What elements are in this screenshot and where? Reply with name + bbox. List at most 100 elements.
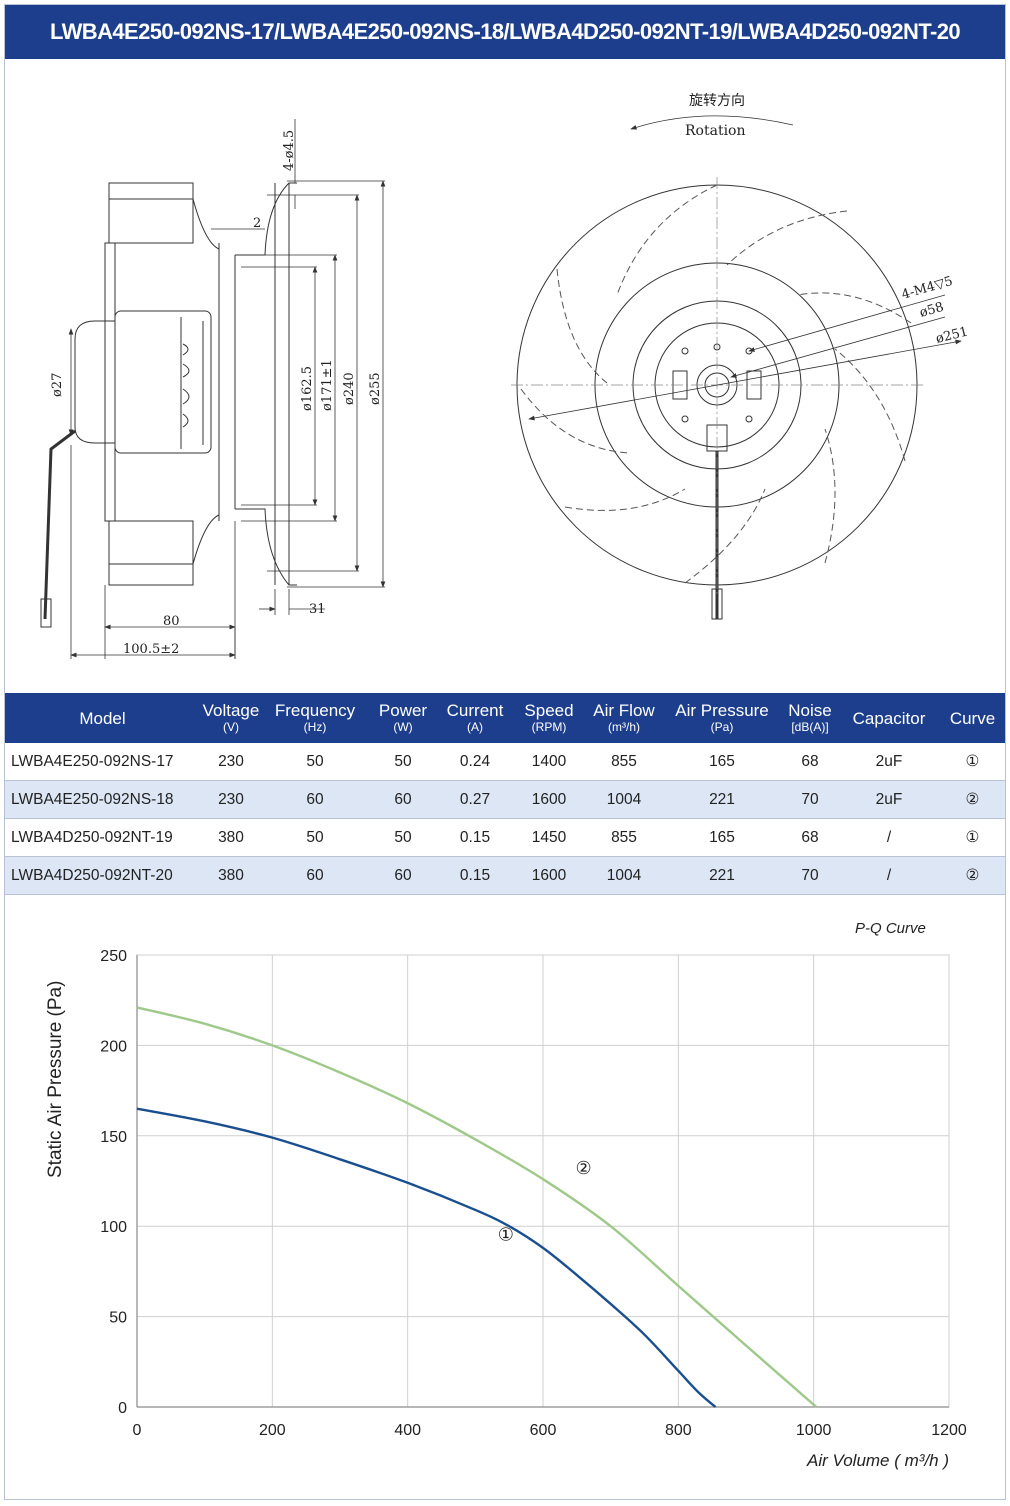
cell-air-pressure: 221 [662, 856, 782, 895]
cell-noise: 70 [782, 780, 838, 819]
x-tick-label: 1000 [796, 1422, 832, 1439]
technical-drawing: 4-ø4.5 2 ø27 ø162.5 ø171±1 ø240 ø255 31 … [5, 59, 1005, 693]
series-label-1: ① [498, 1225, 514, 1245]
cell-capacitor: / [838, 818, 940, 857]
cell-model: LWBA4E250-092NS-18 [5, 780, 200, 819]
cell-current: 0.15 [438, 818, 512, 857]
y-tick-label: 0 [118, 1400, 127, 1417]
cell-model: LWBA4D250-092NT-19 [5, 818, 200, 857]
header-power: Power (W) [368, 693, 438, 743]
chart-ylabel: Static Air Pressure (Pa) [45, 981, 66, 1178]
cell-air-pressure: 221 [662, 780, 782, 819]
header-capacitor: Capacitor [838, 693, 940, 743]
dim-d251-label: ø251 [934, 324, 969, 346]
cell-power: 50 [368, 743, 438, 781]
table-row: LWBA4D250-092NT-19 380 50 50 0.15 1450 8… [5, 818, 1005, 857]
cell-model: LWBA4E250-092NS-17 [5, 743, 200, 781]
rotation-cn-label: 旋转方向 [689, 93, 745, 109]
cell-power: 60 [368, 856, 438, 895]
cell-frequency: 50 [262, 818, 368, 857]
x-tick-label: 600 [530, 1422, 557, 1439]
dim-d171-label: ø171±1 [320, 359, 335, 411]
cell-capacitor: 2uF [838, 780, 940, 819]
header-current: Current (A) [438, 693, 512, 743]
series-label-2: ② [576, 1158, 592, 1178]
side-dimension-lines [68, 119, 386, 659]
x-tick-label: 1200 [931, 1422, 967, 1439]
table-header-row: Model Voltage (V) Frequency (Hz) Power (W) … [5, 693, 1005, 743]
cell-speed: 1450 [512, 818, 586, 857]
cell-curve: ② [940, 780, 1005, 819]
dim-d58-label: ø58 [918, 300, 946, 321]
header-air-flow: Air Flow (m³/h) [586, 693, 662, 743]
cell-voltage: 380 [200, 818, 262, 857]
front-dimension-lines [528, 115, 962, 421]
header-speed: Speed (RPM) [512, 693, 586, 743]
series-line-1 [136, 1107, 717, 1408]
cell-current: 0.24 [438, 743, 512, 781]
header-model: Model [5, 693, 200, 743]
dim-d255-label: ø255 [368, 372, 383, 405]
header-frequency: Frequency (Hz) [262, 693, 368, 743]
cell-power: 50 [368, 818, 438, 857]
cell-capacitor: / [838, 856, 940, 895]
x-tick-label: 0 [133, 1422, 142, 1439]
cell-capacitor: 2uF [838, 743, 940, 781]
dim-d27-label: ø27 [50, 373, 65, 397]
x-tick-label: 400 [394, 1422, 421, 1439]
header-noise: Noise [dB(A)] [782, 693, 838, 743]
header-curve: Curve [940, 693, 1005, 743]
cell-air-pressure: 165 [662, 743, 782, 781]
cell-frequency: 60 [262, 780, 368, 819]
spec-table: Model Voltage (V) Frequency (Hz) Power (W) … [5, 693, 1005, 895]
dim-thread-label: 4-M4▽5 [900, 274, 955, 303]
cell-voltage: 230 [200, 743, 262, 781]
page-title: LWBA4E250-092NS-17/LWBA4E250-092NS-18/LW… [5, 5, 1005, 59]
cell-curve: ① [940, 818, 1005, 857]
cell-voltage: 380 [200, 856, 262, 895]
dim-w100-label: 100.5±2 [123, 642, 179, 657]
cell-power: 60 [368, 780, 438, 819]
cell-frequency: 50 [262, 743, 368, 781]
header-voltage: Voltage (V) [200, 693, 262, 743]
cell-curve: ① [940, 743, 1005, 781]
cell-speed: 1400 [512, 743, 586, 781]
cell-air-flow: 855 [586, 743, 662, 781]
cell-curve: ② [940, 856, 1005, 895]
chart-title: P-Q Curve [855, 920, 926, 937]
cell-noise: 68 [782, 818, 838, 857]
y-tick-label: 100 [100, 1219, 127, 1236]
cell-speed: 1600 [512, 856, 586, 895]
y-tick-label: 200 [100, 1038, 127, 1055]
cell-air-flow: 1004 [586, 856, 662, 895]
table-row: LWBA4E250-092NS-18 230 60 60 0.27 1600 1… [5, 780, 1005, 819]
table-row: LWBA4D250-092NT-20 380 60 60 0.15 1600 1… [5, 856, 1005, 895]
chart-xlabel: Air Volume ( m³/h ) [806, 1451, 949, 1470]
y-tick-label: 50 [109, 1310, 127, 1327]
dim-gap-label: 2 [253, 216, 261, 231]
cell-air-pressure: 165 [662, 818, 782, 857]
cell-current: 0.15 [438, 856, 512, 895]
dim-w80-label: 80 [163, 614, 180, 629]
dim-d162-label: ø162.5 [300, 366, 315, 411]
y-tick-label: 150 [100, 1129, 127, 1146]
cell-noise: 68 [782, 743, 838, 781]
side-view [40, 182, 297, 628]
page-frame [4, 4, 1006, 1500]
cell-noise: 70 [782, 856, 838, 895]
drawing-svg: 4-ø4.5 2 ø27 ø162.5 ø171±1 ø240 ø255 31 … [40, 93, 970, 659]
series-line-2 [136, 1006, 818, 1408]
header-air-pressure: Air Pressure (Pa) [662, 693, 782, 743]
cell-air-flow: 855 [586, 818, 662, 857]
cell-frequency: 60 [262, 856, 368, 895]
cell-voltage: 230 [200, 780, 262, 819]
cell-model: LWBA4D250-092NT-20 [5, 856, 200, 895]
dim-holes-label: 4-ø4.5 [282, 130, 297, 171]
dim-d240-label: ø240 [342, 372, 357, 405]
cell-speed: 1600 [512, 780, 586, 819]
cell-air-flow: 1004 [586, 780, 662, 819]
dim-w31-label: 31 [309, 602, 326, 617]
rotation-en-label: Rotation [685, 123, 746, 139]
